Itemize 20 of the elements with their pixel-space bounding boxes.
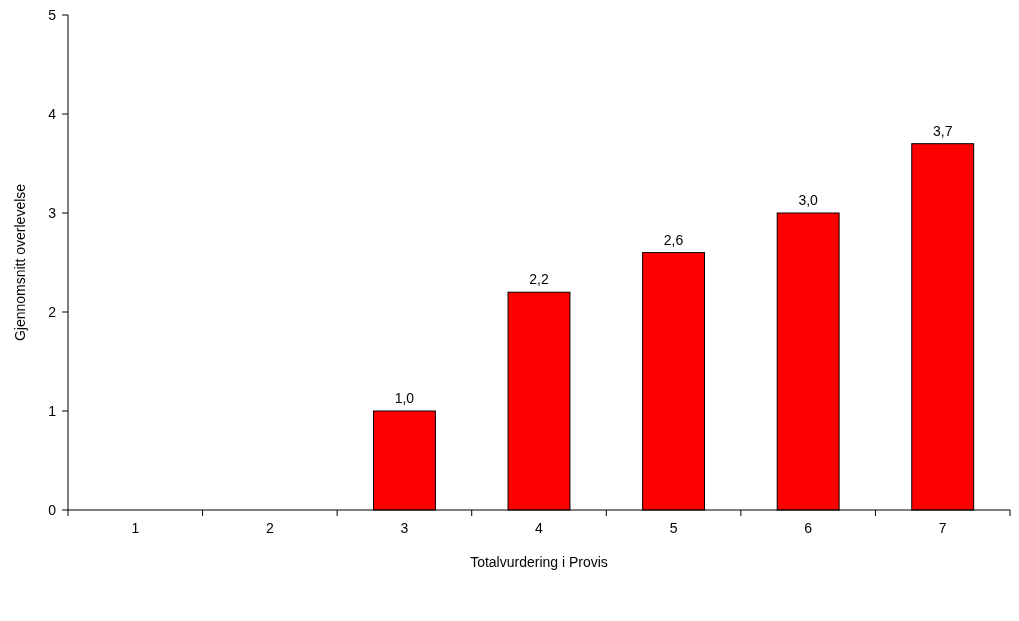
y-tick-label: 3	[48, 204, 57, 221]
y-tick-label: 4	[48, 105, 57, 122]
x-tick-label: 6	[804, 520, 813, 536]
x-axis-title: Totalvurdering i Provis	[470, 554, 608, 570]
y-tick-label: 0	[48, 501, 57, 518]
y-tick-label: 5	[48, 6, 57, 23]
x-tick-label: 5	[669, 520, 678, 536]
y-axis-title: Gjennomsnitt overlevelse	[12, 183, 28, 342]
data-label: 2,6	[663, 231, 684, 248]
data-label: 3,0	[798, 192, 819, 208]
data-label: 2,2	[529, 271, 549, 288]
y-tick-label: 2	[48, 303, 57, 320]
data-label: 1,0	[394, 390, 415, 406]
x-tick-label: 3	[400, 520, 409, 536]
x-tick-label: 1	[131, 520, 140, 536]
x-tick-label: 7	[938, 520, 947, 536]
y-tick-label: 1	[48, 402, 57, 419]
data-label: 3,7	[932, 122, 953, 139]
x-tick-label: 4	[535, 520, 544, 536]
x-tick-label: 2	[265, 520, 274, 536]
